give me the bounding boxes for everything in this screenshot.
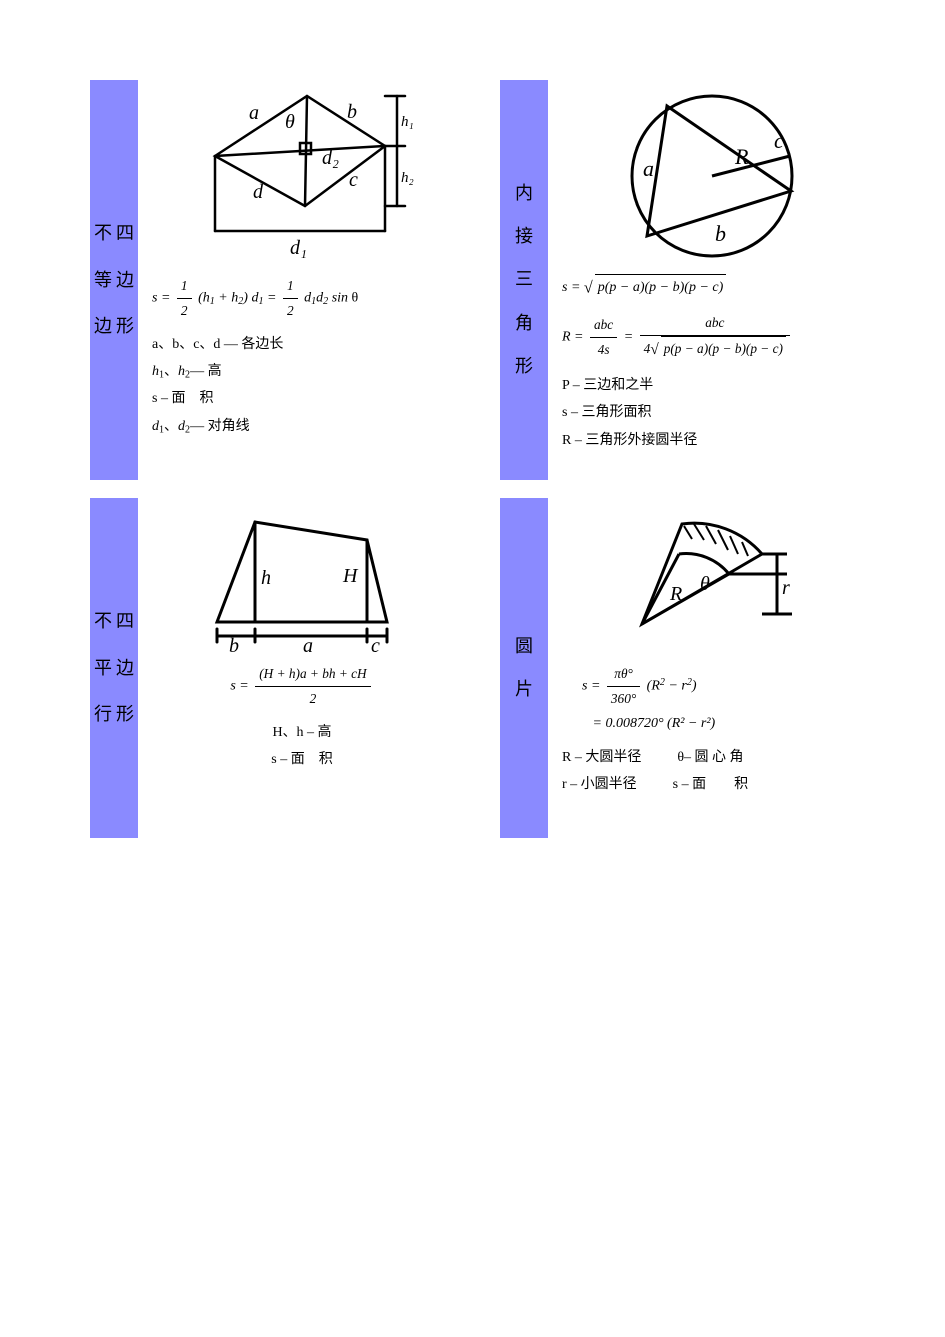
- label-irreg-quad: 不等边 四边形: [90, 80, 138, 480]
- left-column: 不等边 四边形: [90, 80, 460, 838]
- formula-R: R = abc 4s = abc 4√p(p − a)(p − b)(p − c…: [562, 311, 862, 364]
- label-irreg-trap: 不平行 四边形: [90, 498, 138, 838]
- frac-num: (H + h)a + bh + cH: [255, 662, 370, 687]
- def-R: R – 三角形外接圆半径: [562, 427, 862, 454]
- formula-s: s = √p(p − a)(p − b)(p − c): [562, 274, 862, 303]
- svg-text:a: a: [249, 102, 259, 124]
- formula-irreg-quad: s = 12 (h1 + h2) d1 = 12 d1d2 sin θ: [152, 274, 452, 323]
- right-column: 内接三角形 a c b R s =: [500, 80, 870, 838]
- frac-den: 2: [255, 687, 370, 711]
- defs-annulus: R – 大圆半径 θ– 圆 心 角 r – 小圆半径 s – 面 积: [562, 744, 862, 799]
- cell-inscribed-tri: 内接三角形 a c b R s =: [500, 80, 870, 480]
- figure-inscribed-tri: a c b R: [607, 86, 817, 266]
- svg-text:c: c: [774, 128, 784, 153]
- formula-irreg-trap: s = (H + h)a + bh + cH 2: [152, 662, 452, 711]
- svg-text:θ: θ: [700, 573, 710, 595]
- def-s: s – 面 积: [152, 385, 452, 412]
- figure-irreg-quad: a b c d d₂ d₁ θ h₁ h₂: [187, 86, 417, 266]
- def-theta: θ– 圆 心 角: [677, 744, 743, 771]
- defs-inscribed-tri: P – 三边和之半 s – 三角形面积 R – 三角形外接圆半径: [562, 372, 862, 454]
- content-annulus: R θ r s = πθ° 360° (R2 − r2) = 0.008720°…: [548, 498, 870, 805]
- def-r: r – 小圆半径: [562, 771, 637, 798]
- svg-text:d: d: [253, 181, 264, 203]
- label-inscribed-tri: 内接三角形: [500, 80, 548, 480]
- defs-irreg-quad: a、b、c、d — 各边长 h1、h2— 高 s – 面 积 d1、d2— 对角…: [152, 331, 452, 440]
- figure-irreg-trap: h H b a c: [197, 504, 407, 654]
- svg-text:R: R: [669, 583, 682, 605]
- cell-annulus: 圆片: [500, 498, 870, 838]
- svg-text:H: H: [342, 565, 359, 587]
- svg-text:b: b: [347, 101, 357, 123]
- svg-text:b: b: [715, 221, 726, 246]
- svg-text:h₂: h₂: [401, 170, 414, 186]
- svg-text:a: a: [303, 635, 313, 654]
- svg-text:h₁: h₁: [401, 114, 414, 130]
- figure-annulus: R θ r: [612, 504, 812, 654]
- def-h: h1、h2— 高: [152, 358, 452, 385]
- def-R: R – 大圆半径: [562, 744, 641, 771]
- defs-irreg-trap: H、h – 高 s – 面 积: [152, 719, 452, 774]
- svg-text:R: R: [734, 144, 749, 169]
- svg-text:c: c: [349, 169, 358, 191]
- def-abcd: a、b、c、d — 各边长: [152, 331, 452, 358]
- cell-irreg-trap: 不平行 四边形: [90, 498, 460, 838]
- def-p: P – 三边和之半: [562, 372, 862, 399]
- svg-text:b: b: [229, 635, 239, 654]
- label-annulus: 圆片: [500, 498, 548, 838]
- svg-text:r: r: [782, 577, 790, 599]
- content-irreg-trap: h H b a c s = (H + h)a + bh + cH 2 H、: [138, 498, 460, 779]
- cell-irreg-quad: 不等边 四边形: [90, 80, 460, 480]
- svg-text:d₂: d₂: [322, 147, 339, 169]
- page: 不等边 四边形: [90, 80, 870, 838]
- content-inscribed-tri: a c b R s = √p(p − a)(p − b)(p − c) R = …: [548, 80, 870, 460]
- def-d: d1、d2— 对角线: [152, 413, 452, 440]
- svg-text:h: h: [261, 567, 271, 589]
- def-s: s – 面 积: [152, 746, 452, 773]
- svg-text:a: a: [643, 156, 654, 181]
- formula-annulus: s = πθ° 360° (R2 − r2) = 0.008720° (R² −…: [562, 662, 862, 736]
- svg-text:θ: θ: [285, 111, 295, 133]
- svg-text:d₁: d₁: [290, 237, 307, 259]
- def-s: s – 三角形面积: [562, 399, 862, 426]
- def-s: s – 面 积: [673, 771, 748, 798]
- content-irreg-quad: a b c d d₂ d₁ θ h₁ h₂ s = 12 (h1 + h2) d…: [138, 80, 460, 446]
- def-Hh: H、h – 高: [152, 719, 452, 746]
- svg-text:c: c: [371, 635, 380, 654]
